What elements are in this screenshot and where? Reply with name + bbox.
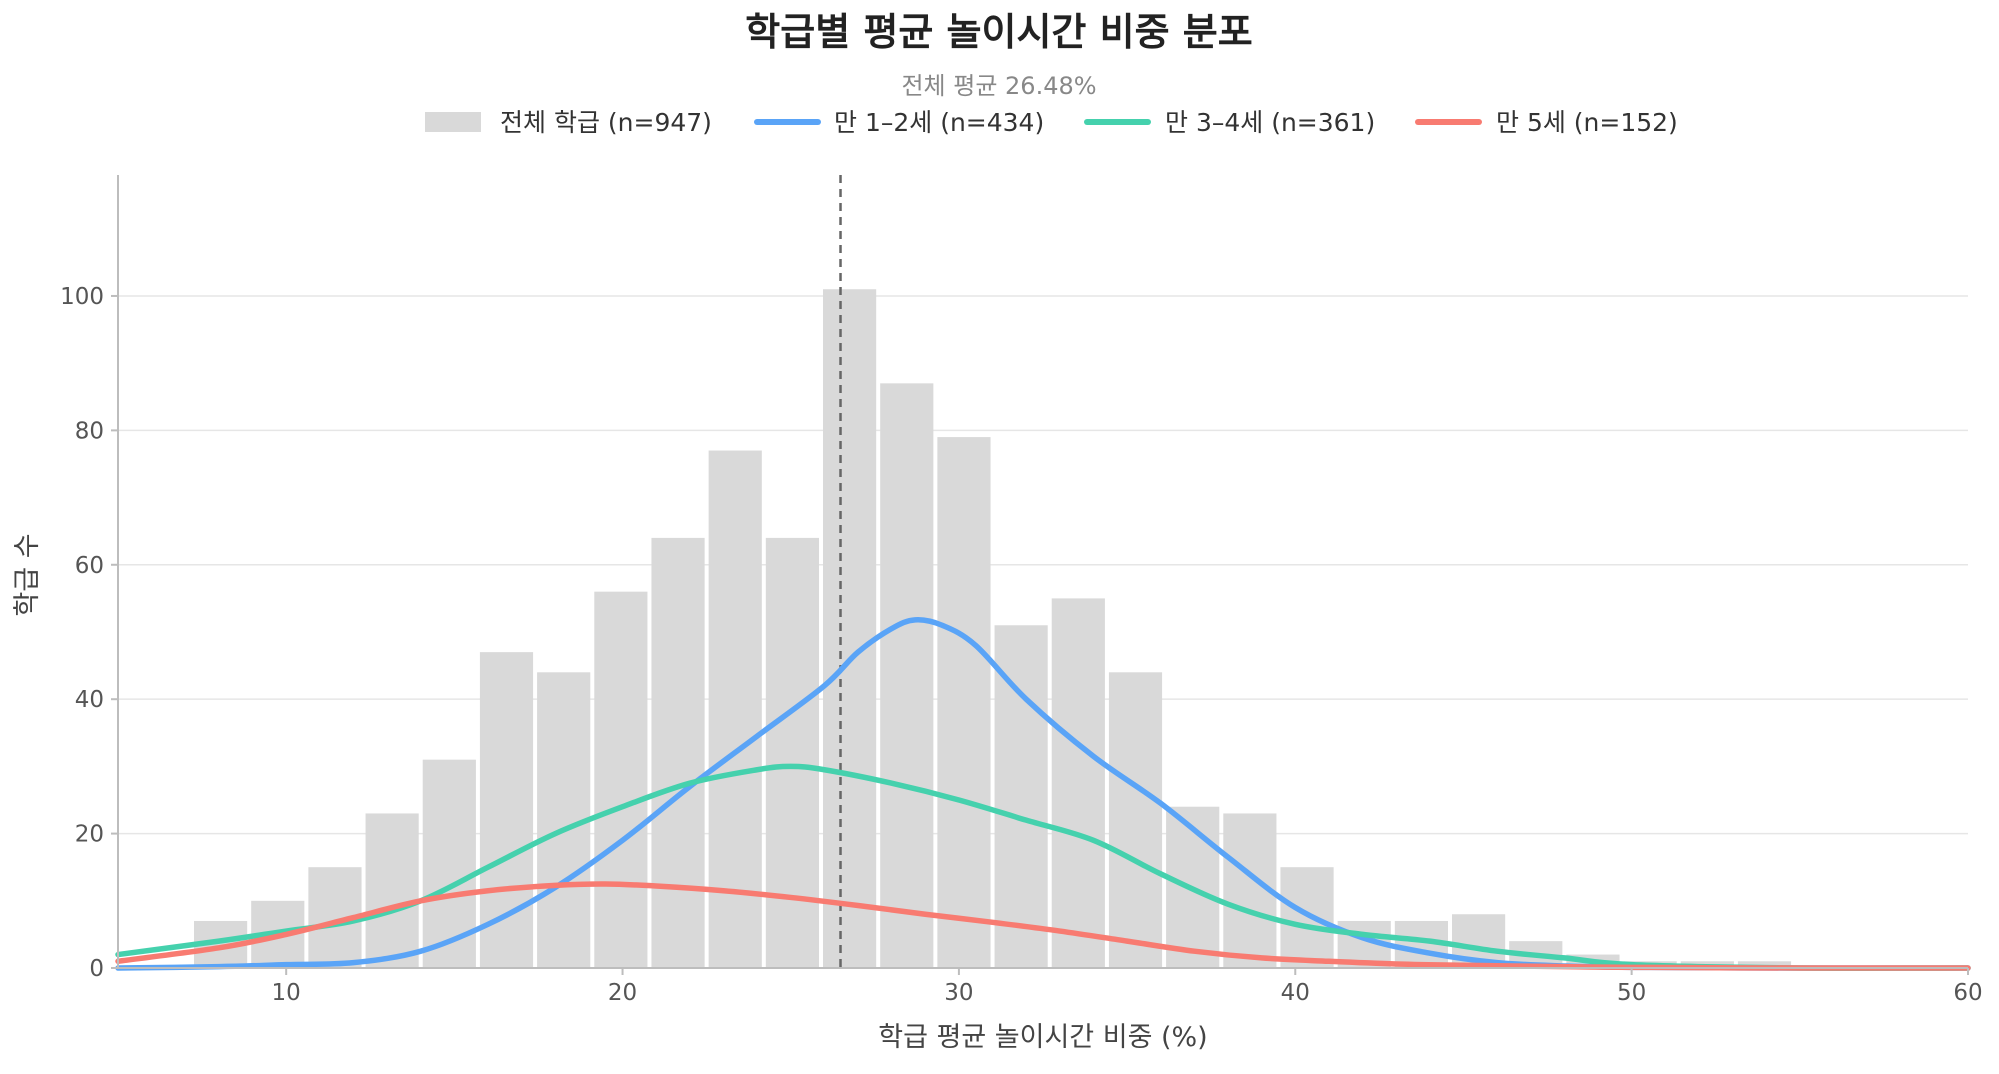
histogram-bar-11 [823,289,877,969]
axes [117,175,1968,969]
histogram-bar-12 [880,383,934,968]
legend-swatch-all-classes [425,112,481,132]
x-axis-label: 학급 평균 놀이시간 비중 (%) [878,1022,1207,1053]
chart-subtitle: 전체 평균 26.48% [901,72,1096,100]
histogram-bar-3 [365,813,419,968]
x-tick-label-30: 30 [944,980,973,1006]
x-tick-label-50: 50 [1617,980,1646,1006]
histogram-bar-7 [594,591,648,968]
y-tick-label-0: 0 [89,956,104,982]
y-axis-ticks: 0 20 40 60 80 100 [60,284,118,982]
x-tick-label-40: 40 [1281,980,1310,1006]
density-lines [115,617,1971,971]
histogram-bar-10 [765,537,819,968]
histogram-bar-4 [422,759,476,968]
legend-label-age-3-4: 만 3–4세 (n=361) [1165,108,1375,137]
density-line-age-1-2 [115,617,1971,971]
histogram-bar-9 [708,450,762,968]
y-tick-label-60: 60 [75,553,104,579]
y-tick-label-100: 100 [60,284,104,310]
chart-title: 학급별 평균 놀이시간 비중 분포 [745,10,1252,54]
y-tick-label-20: 20 [75,822,104,848]
x-axis-ticks: 10 20 30 40 50 60 [272,968,1983,1006]
histogram-bar-14 [994,625,1048,968]
y-axis-label: 학급 수 [12,533,43,616]
histogram-bar-19 [1280,867,1334,968]
density-line-age-5 [115,881,1971,971]
histogram-bars [194,289,1792,969]
x-tick-label-10: 10 [272,980,301,1006]
x-tick-label-20: 20 [608,980,637,1006]
y-tick-label-80: 80 [75,418,104,444]
histogram-bar-13 [937,437,991,968]
legend-label-age-1-2: 만 1–2세 (n=434) [834,108,1044,137]
legend-label-all-classes: 전체 학급 (n=947) [500,108,712,137]
histogram-bar-5 [479,652,534,968]
x-tick-label-60: 60 [1953,980,1982,1006]
histogram-bar-16 [1108,672,1163,968]
y-tick-label-40: 40 [75,687,104,713]
legend: 전체 학급 (n=947) 만 1–2세 (n=434) 만 3–4세 (n=3… [425,108,1678,137]
legend-label-age-5: 만 5세 (n=152) [1496,108,1678,137]
histogram-bar-15 [1051,598,1105,968]
histogram-bar-27 [1737,961,1792,968]
histogram-bar-8 [651,537,705,968]
